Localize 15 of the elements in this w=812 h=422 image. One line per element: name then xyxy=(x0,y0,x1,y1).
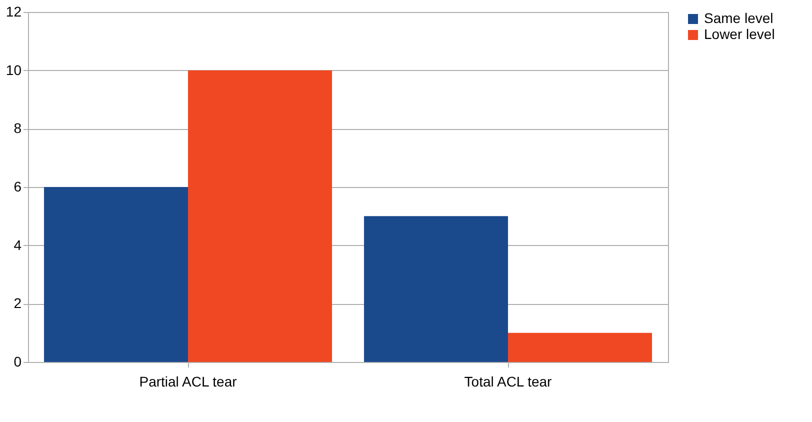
x-tick-label: Partial ACL tear xyxy=(139,374,238,390)
y-tick-label: 8 xyxy=(14,120,22,136)
bar xyxy=(364,216,508,362)
bar xyxy=(508,332,652,362)
y-tick-label: 12 xyxy=(6,4,22,20)
bar xyxy=(188,70,332,362)
y-tick-label: 4 xyxy=(14,236,22,253)
x-tick-label: Total ACL tear xyxy=(464,374,552,390)
y-tick-label: 6 xyxy=(14,178,22,194)
y-tick-label: 0 xyxy=(14,354,22,370)
y-tick-label: 2 xyxy=(14,295,22,312)
bar xyxy=(44,187,188,362)
legend-label: Same level xyxy=(704,10,774,26)
y-tick-label: 10 xyxy=(6,62,22,78)
legend-label: Lower level xyxy=(704,26,775,42)
